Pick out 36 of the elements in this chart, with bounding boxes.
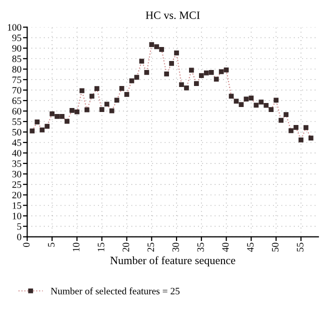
x-tick-label: 55	[296, 242, 304, 252]
x-tick-label: 15	[98, 242, 104, 252]
y-tick-label: 100	[8, 24, 22, 31]
y-tick-label: 80	[12, 66, 22, 73]
y-tick-label: 70	[12, 86, 22, 94]
x-tick-label: 25	[148, 242, 154, 252]
x-tick-label: 30	[172, 242, 179, 252]
y-tick-label: 55	[12, 118, 22, 125]
x-tick-label: 5	[48, 242, 55, 247]
y-tick-label: 0	[17, 234, 22, 240]
y-tick-label: 35	[12, 160, 22, 167]
y-tick-label: 10	[12, 212, 22, 220]
y-tick-label: 20	[12, 192, 22, 198]
y-tick-label: 60	[12, 108, 22, 115]
x-axis-title: Number of feature sequence	[110, 256, 236, 266]
legend-label: Number of selected features = 25	[50, 287, 180, 294]
y-tick-label: 25	[12, 181, 22, 188]
x-tick-label: 45	[247, 242, 254, 252]
y-tick-label: 95	[12, 34, 22, 42]
x-tick-label: 0	[23, 242, 30, 247]
x-tick-label: 40	[222, 242, 229, 252]
x-tick-label: 10	[72, 242, 80, 252]
y-tick-label: 90	[12, 45, 22, 52]
y-tick-label: 65	[12, 97, 22, 104]
y-tick-label: 15	[12, 202, 22, 209]
x-tick-label: 20	[122, 242, 130, 252]
chart-title: HC vs. MCI	[146, 12, 200, 20]
y-tick-label: 75	[12, 76, 22, 84]
y-tick-label: 5	[17, 223, 22, 230]
x-tick-label: 35	[197, 242, 204, 252]
y-tick-label: 40	[12, 150, 22, 156]
y-tick-label: 50	[12, 128, 22, 136]
y-tick-label: 85	[12, 56, 22, 62]
y-tick-label: 30	[12, 170, 22, 178]
x-tick-label: 50	[272, 242, 279, 252]
y-tick-label: 45	[12, 139, 22, 146]
